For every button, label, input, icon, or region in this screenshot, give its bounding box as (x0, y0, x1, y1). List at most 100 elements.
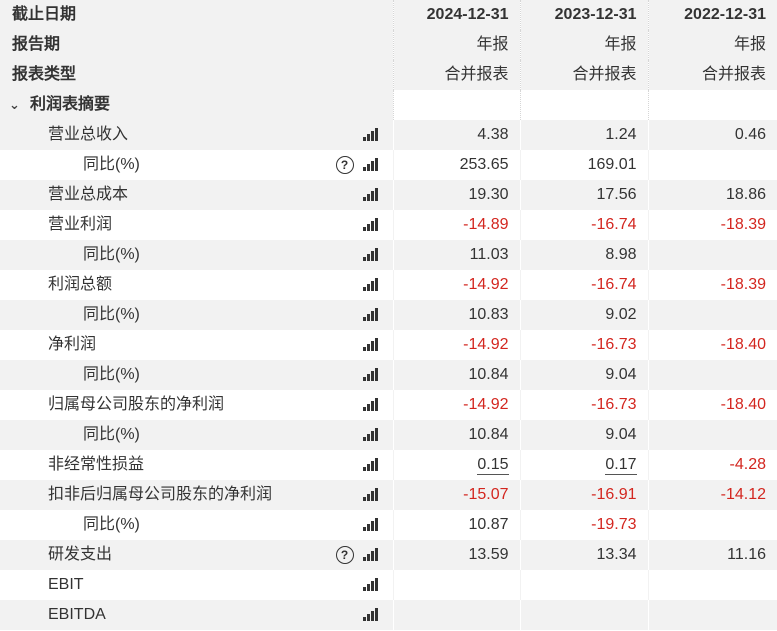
bar-chart-icon[interactable] (362, 248, 379, 261)
table-row: 扣非后归属母公司股东的净利润 -15.07 -16.91 -14.12 (0, 480, 777, 510)
bar-chart-icon-bar (374, 128, 378, 141)
row-label: 同比(%) (83, 426, 140, 443)
bar-chart-icon[interactable] (362, 368, 379, 381)
value-cell-col-3: -18.39 (647, 270, 777, 300)
bar-chart-icon-bar (374, 578, 378, 591)
header-date-label: 截止日期 (12, 6, 77, 23)
bar-chart-icon[interactable] (362, 158, 379, 171)
row-label: 营业总成本 (48, 186, 129, 203)
value-cell-col-3: 18.86 (647, 180, 777, 210)
value-text: 9.02 (605, 306, 637, 323)
value-cell-col-2: 8.98 (519, 240, 648, 270)
value-text: 10.83 (468, 306, 509, 323)
value-cell-col-3 (647, 150, 777, 180)
bar-chart-icon-bar (366, 314, 370, 321)
bar-chart-icon-bar (362, 527, 366, 531)
table-row: 营业总收入 4.38 1.24 0.46 (0, 120, 777, 150)
table-row: EBIT (0, 570, 777, 600)
table-row: 同比(%) 10.83 9.02 (0, 300, 777, 330)
header-period-col-2: 年报 (519, 30, 648, 60)
table-row: 营业总成本 19.30 17.56 18.86 (0, 180, 777, 210)
row-label: EBITDA (48, 606, 106, 623)
row-label: 同比(%) (83, 306, 140, 323)
value-text: -16.74 (591, 276, 637, 293)
value-text: 9.04 (605, 366, 637, 383)
header-type-label-cell: 报表类型 (0, 60, 393, 90)
bar-chart-icon[interactable] (362, 578, 379, 591)
value-text: -15.07 (463, 486, 509, 503)
bar-chart-icon[interactable] (362, 398, 379, 411)
header-row-period: 报告期 年报 年报 年报 (0, 30, 777, 60)
help-icon[interactable]: ? (335, 156, 354, 174)
value-text: 10.84 (468, 426, 509, 443)
section-row-income-summary[interactable]: ⌄ 利润表摘要 (0, 90, 777, 120)
value-text: 253.65 (459, 156, 509, 173)
bar-chart-icon[interactable] (362, 188, 379, 201)
header-date-col-3[interactable]: 2022-12-31 (647, 0, 777, 30)
bar-chart-icon-bar (370, 341, 374, 351)
value-text: -14.92 (463, 276, 509, 293)
bar-chart-icon-bar (374, 518, 378, 531)
bar-chart-icon-bar (362, 257, 366, 261)
bar-chart-icon-bar (370, 371, 374, 381)
bar-chart-icon[interactable] (362, 428, 379, 441)
bar-chart-icon-bar (374, 428, 378, 441)
value-cell-col-2: 169.01 (519, 150, 648, 180)
bar-chart-icon[interactable] (362, 128, 379, 141)
row-label-cell: 同比(%) (0, 300, 393, 330)
value-cell-col-3: -18.40 (647, 390, 777, 420)
bar-chart-icon-bar (366, 524, 370, 531)
bar-chart-icon[interactable] (362, 278, 379, 291)
value-cell-col-1: -14.92 (392, 330, 520, 360)
bar-chart-icon-bar (366, 134, 370, 141)
bar-chart-icon[interactable] (362, 218, 379, 231)
help-icon[interactable]: ? (335, 546, 354, 564)
value-cell-col-3 (647, 240, 777, 270)
value-text: 4.38 (477, 126, 509, 143)
value-cell-col-2: -16.73 (519, 330, 648, 360)
table-row: 非经常性损益 0.15 0.17 -4.28 (0, 450, 777, 480)
value-text: -18.40 (720, 396, 766, 413)
value-text: -14.89 (463, 216, 509, 233)
value-cell-col-2: 17.56 (519, 180, 648, 210)
value-cell-col-3: 0.46 (647, 120, 777, 150)
value-cell-col-3: -18.39 (647, 210, 777, 240)
value-cell-col-2: -16.91 (519, 480, 648, 510)
section-empty-col-3 (647, 90, 777, 120)
bar-chart-icon-bar (374, 398, 378, 411)
row-label-cell: 同比(%) (0, 510, 393, 540)
table-row: 净利润 -14.92 -16.73 -18.40 (0, 330, 777, 360)
bar-chart-icon[interactable] (362, 608, 379, 621)
value-cell-col-3 (647, 510, 777, 540)
bar-chart-icon[interactable] (362, 458, 379, 471)
bar-chart-icon-bar (362, 317, 366, 321)
section-label-cell[interactable]: ⌄ 利润表摘要 (0, 90, 393, 120)
header-date-col-2[interactable]: 2023-12-31 (519, 0, 648, 30)
bar-chart-icon-bar (362, 167, 366, 171)
header-type-label: 报表类型 (12, 66, 77, 83)
bar-chart-icon-bar (374, 368, 378, 381)
value-text: 1.24 (605, 126, 637, 143)
value-cell-col-1: 253.65 (392, 150, 520, 180)
row-label: 营业总收入 (48, 126, 129, 143)
value-text: 9.04 (605, 426, 637, 443)
bar-chart-icon[interactable] (362, 518, 379, 531)
row-label-cell: 同比(%)? (0, 150, 393, 180)
row-label-cell: 同比(%) (0, 360, 393, 390)
header-date-col-1[interactable]: 2024-12-31 (392, 0, 520, 30)
header-type-col-2: 合并报表 (519, 60, 648, 90)
bar-chart-icon[interactable] (362, 338, 379, 351)
header-date-label-cell: 截止日期 (0, 0, 393, 30)
bar-chart-icon[interactable] (362, 488, 379, 501)
bar-chart-icon[interactable] (362, 308, 379, 321)
value-text: -19.73 (591, 516, 637, 533)
bar-chart-icon-bar (366, 614, 370, 621)
value-text: -14.92 (463, 396, 509, 413)
value-text: 10.84 (468, 366, 509, 383)
bar-chart-icon[interactable] (362, 548, 379, 561)
value-cell-col-3: 11.16 (647, 540, 777, 570)
chevron-down-icon[interactable]: ⌄ (9, 97, 20, 112)
bar-chart-icon-bar (362, 407, 366, 411)
